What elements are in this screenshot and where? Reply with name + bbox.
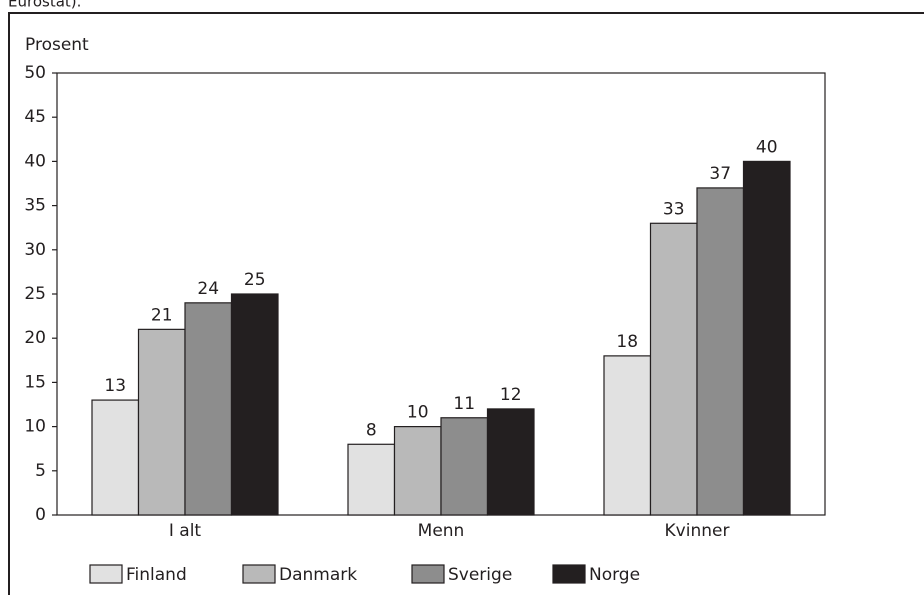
legend-swatch [552,564,586,584]
data-label: 18 [616,332,638,352]
x-tick-label: I alt [169,521,202,541]
bar [440,417,489,516]
y-tick-label: 0 [35,505,46,525]
legend-swatch [411,564,445,584]
bar [486,408,535,516]
data-label: 21 [151,305,173,325]
bar [649,222,698,516]
data-label: 40 [756,137,778,157]
legend-label: Sverige [448,565,512,585]
y-tick-label: 15 [24,372,46,392]
data-label: 37 [709,164,731,184]
y-tick-label: 40 [24,151,46,171]
y-tick-label: 45 [24,107,46,127]
y-tick-label: 10 [24,417,46,437]
data-label: 8 [366,420,377,440]
data-label: 24 [197,279,219,299]
data-label: 33 [663,199,685,219]
bar [184,302,233,516]
y-tick-label: 30 [24,240,46,260]
y-tick-label: 25 [24,284,46,304]
legend-label: Danmark [279,565,357,585]
bar [230,293,279,516]
bar [603,355,652,516]
bar [347,443,396,516]
y-tick-label: 5 [35,461,46,481]
note: Eurostat). [8,0,81,11]
bar [137,328,186,516]
y-tick-label: 35 [24,196,46,216]
y-tick-label: 50 [24,63,46,83]
x-tick-label: Menn [418,521,465,541]
data-label: 10 [407,403,429,423]
bar [91,399,140,516]
bar [742,160,791,516]
legend-label: Finland [126,565,187,585]
data-label: 12 [500,385,522,405]
data-label: 11 [453,394,475,414]
frame [8,12,924,595]
data-label: 13 [104,376,126,396]
legend-swatch [242,564,276,584]
x-tick-label: Kvinner [665,521,730,541]
data-label: 25 [244,270,266,290]
bar [393,426,442,516]
legend-swatch [89,564,123,584]
y-tick-label: 20 [24,328,46,348]
bar [696,187,745,516]
legend-label: Norge [589,565,640,585]
y-axis-label: Prosent [25,35,89,55]
